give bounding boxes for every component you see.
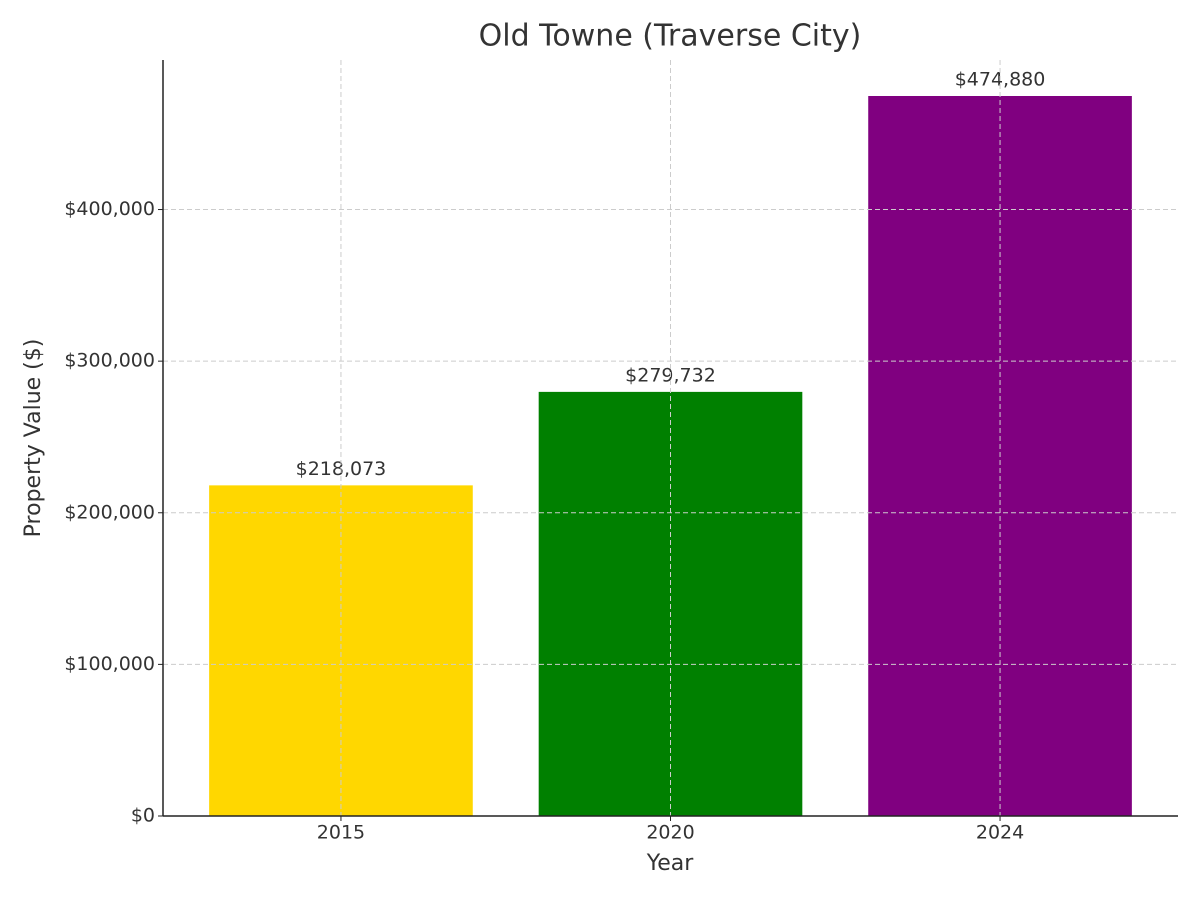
y-axis-label: Property Value ($) xyxy=(21,339,46,538)
x-tick-label: 2015 xyxy=(317,822,365,844)
chart-title: Old Towne (Traverse City) xyxy=(479,19,862,54)
x-axis-label: Year xyxy=(646,851,695,876)
y-tick-label: $0 xyxy=(131,805,155,827)
x-tick-label: 2020 xyxy=(646,822,694,844)
y-tick-label: $300,000 xyxy=(64,350,155,372)
y-tick-label: $100,000 xyxy=(64,653,155,675)
x-tick-label: 2024 xyxy=(976,822,1024,844)
y-tick-label: $200,000 xyxy=(64,501,155,523)
y-tick-label: $400,000 xyxy=(64,198,155,220)
